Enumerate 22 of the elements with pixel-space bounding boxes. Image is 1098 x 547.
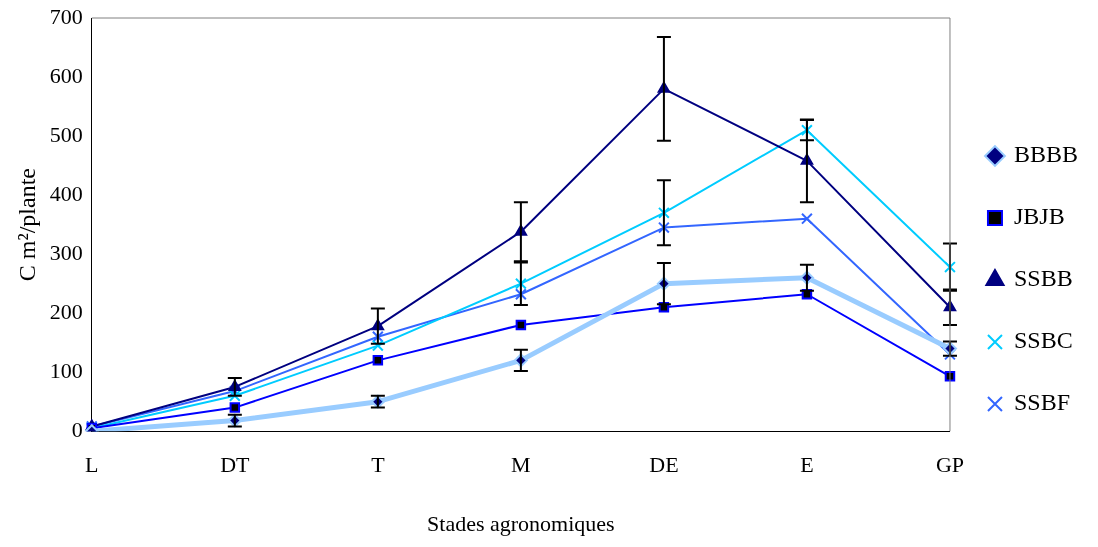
y-tick-label: 100 (49, 357, 83, 383)
x-tick-label: T (371, 452, 386, 478)
x-tick-label: DE (649, 452, 679, 478)
x-tick-label: DT (220, 452, 251, 478)
x-axis-title: Stades agronomiques (427, 510, 615, 536)
y-tick-label: 300 (49, 239, 83, 265)
x-tick-label: M (511, 452, 531, 478)
legend-label: JBJB (1013, 203, 1065, 230)
y-tick-label: 600 (49, 62, 83, 88)
y-tick-label: 700 (49, 3, 83, 29)
y-tick-label: 0 (71, 416, 83, 442)
y-tick-label: 400 (49, 180, 83, 206)
y-tick-label: 500 (49, 121, 83, 147)
y-axis-title: C m²/plante (13, 168, 40, 282)
legend-label: SSBB (1013, 265, 1073, 292)
legend-label: BBBB (1013, 141, 1078, 168)
legend-label: SSBC (1013, 327, 1073, 354)
y-tick-label: 200 (49, 298, 83, 324)
x-tick-label: GP (935, 452, 965, 478)
x-tick-label: E (800, 452, 814, 478)
x-tick-label: L (85, 452, 99, 478)
legend-label: SSBF (1013, 389, 1071, 416)
